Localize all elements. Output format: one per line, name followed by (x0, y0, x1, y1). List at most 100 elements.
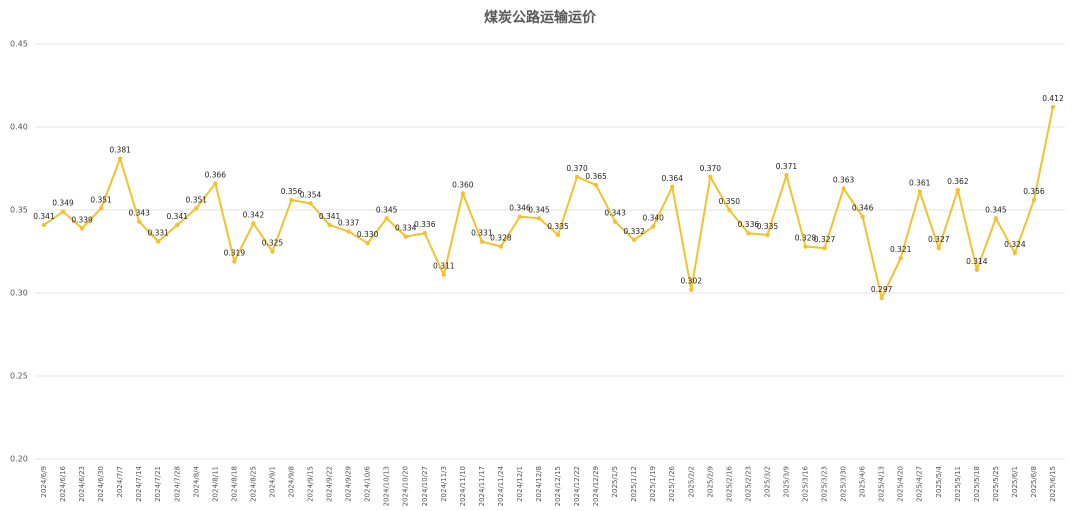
point (365, 241, 370, 246)
point (232, 259, 237, 264)
point (384, 216, 389, 221)
point (270, 249, 275, 254)
point (860, 214, 865, 219)
point (765, 232, 770, 238)
point (822, 245, 827, 251)
data-label: 0.314 (966, 257, 988, 266)
point (79, 226, 85, 231)
point (346, 229, 351, 234)
y-tick-label: 0.20 (10, 455, 28, 464)
x-tick-label: 2024/7/21 (154, 466, 162, 502)
x-tick-label: 2024/9/22 (326, 466, 334, 502)
data-label: 0.370 (700, 164, 722, 173)
data-label: 0.346 (852, 204, 874, 213)
y-tick-label: 0.25 (10, 372, 28, 381)
x-tick-label: 2024/9/15 (307, 466, 315, 502)
point (479, 239, 485, 244)
x-tick-label: 2025/2/2 (687, 466, 695, 497)
data-label: 0.345 (985, 205, 1007, 214)
point (1031, 197, 1037, 203)
point (574, 174, 580, 179)
data-label: 0.360 (452, 180, 474, 189)
x-tick-label: 2025/6/15 (1049, 466, 1057, 502)
x-tick-label: 2024/9/8 (287, 466, 295, 497)
point (708, 174, 713, 179)
point (1050, 104, 1056, 110)
data-label: 0.364 (662, 174, 684, 183)
x-tick-label: 2025/1/5 (611, 466, 619, 497)
data-label: 0.341 (167, 212, 189, 221)
data-label: 0.361 (909, 179, 931, 188)
data-label: 0.349 (52, 199, 74, 208)
x-tick-label: 2024/11/3 (440, 466, 448, 502)
x-tick-label: 2024/12/1 (516, 466, 524, 502)
x-tick-label: 2024/9/1 (268, 466, 276, 497)
data-label: 0.365 (585, 172, 607, 181)
point (670, 184, 675, 189)
line (43, 106, 1054, 299)
data-label: 0.334 (395, 224, 417, 233)
x-tick-label: 2024/12/15 (554, 466, 562, 506)
data-label: 0.351 (90, 195, 112, 204)
x-tick-label: 2025/3/16 (802, 465, 810, 501)
point (593, 182, 599, 188)
data-label: 0.356 (281, 187, 303, 196)
point (1012, 250, 1018, 256)
data-label: 0.331 (471, 229, 493, 238)
data-label: 0.343 (604, 209, 626, 218)
point (289, 197, 294, 203)
point (727, 207, 732, 213)
x-tick-label: 2025/1/19 (649, 466, 657, 502)
data-label: 0.341 (319, 212, 341, 221)
point (898, 255, 903, 261)
data-label: 0.363 (833, 175, 855, 184)
data-label: 0.340 (642, 214, 664, 223)
point (175, 222, 180, 228)
data-label: 0.332 (623, 227, 645, 236)
point (955, 187, 961, 193)
x-tick-label: 2025/1/12 (630, 466, 638, 502)
x-tick-label: 2025/2/16 (725, 465, 733, 501)
point (841, 186, 846, 191)
x-tick-label: 2025/5/11 (954, 466, 962, 502)
x-tick-label: 2024/8/25 (249, 466, 257, 502)
data-label: 0.297 (871, 285, 893, 294)
x-tick-label: 2024/7/14 (135, 465, 143, 501)
data-label: 0.302 (681, 277, 703, 286)
x-tick-label: 2025/4/13 (878, 466, 886, 502)
x-tick-label: 2025/3/2 (763, 466, 771, 497)
point (555, 232, 561, 238)
x-tick-label: 2025/5/4 (935, 465, 943, 497)
x-tick-label: 2024/11/10 (459, 466, 467, 506)
point (41, 222, 47, 228)
point (403, 234, 408, 239)
data-label: 0.354 (300, 190, 322, 199)
point (498, 244, 504, 249)
data-label: 0.366 (205, 170, 227, 179)
point (917, 189, 922, 194)
x-tick-label: 2025/5/25 (992, 466, 1000, 502)
point (460, 191, 466, 196)
x-tick-label: 2024/8/18 (230, 466, 238, 502)
data-label: 0.346 (509, 204, 531, 213)
x-tick-label: 2024/6/16 (59, 465, 67, 501)
data-label: 0.325 (262, 239, 284, 248)
point (612, 219, 618, 224)
data-label: 0.321 (890, 245, 912, 254)
x-tick-label: 2025/4/6 (859, 465, 867, 497)
x-tick-label: 2024/8/11 (211, 466, 219, 502)
data-label: 0.339 (71, 215, 93, 224)
data-label: 0.331 (147, 229, 169, 238)
x-tick-label: 2025/2/9 (706, 466, 714, 497)
x-tick-label: 2024/7/28 (173, 466, 181, 502)
point (517, 214, 523, 219)
data-label: 0.341 (33, 212, 55, 221)
y-tick-label: 0.35 (10, 206, 28, 215)
data-label: 0.356 (1023, 187, 1045, 196)
x-tick-label: 2024/6/9 (40, 466, 48, 497)
point (98, 206, 104, 211)
data-label: 0.324 (1004, 240, 1026, 249)
x-tick-label: 2024/10/20 (402, 466, 410, 506)
data-label: 0.335 (757, 222, 779, 231)
